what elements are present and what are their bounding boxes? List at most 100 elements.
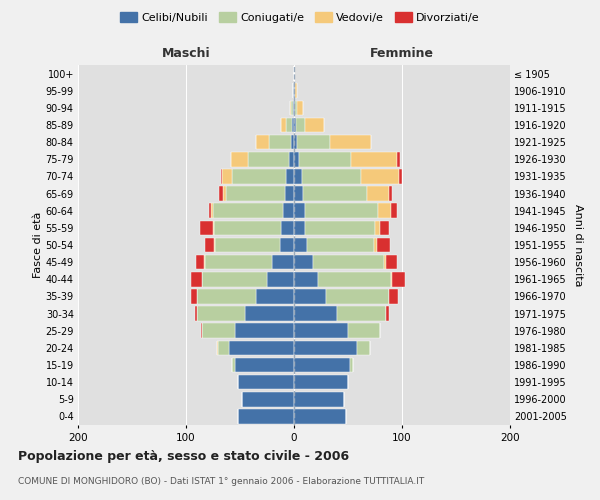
Bar (245, 306, 294, 321)
Bar (221, 169, 232, 184)
Bar (223, 186, 226, 201)
Bar (205, 255, 272, 270)
Bar (294, 375, 348, 390)
Bar (391, 272, 392, 286)
Bar (267, 272, 294, 286)
Bar (389, 289, 398, 304)
Bar (242, 392, 294, 406)
Bar (374, 238, 377, 252)
Bar (281, 220, 294, 235)
Bar (297, 100, 302, 115)
Bar (386, 255, 397, 270)
Bar (397, 152, 400, 166)
Bar (302, 169, 361, 184)
Bar (238, 375, 294, 390)
Bar (351, 152, 397, 166)
Y-axis label: Anni di nascita: Anni di nascita (572, 204, 583, 286)
Bar (380, 220, 389, 235)
Bar (367, 186, 389, 201)
Bar (194, 306, 197, 321)
Bar (399, 169, 402, 184)
Bar (217, 340, 218, 355)
Bar (283, 204, 294, 218)
Bar (213, 220, 214, 235)
Bar (295, 100, 297, 115)
Bar (294, 340, 356, 355)
Bar (235, 358, 294, 372)
Bar (294, 238, 307, 252)
Bar (256, 289, 294, 304)
Bar (238, 409, 294, 424)
Bar (281, 118, 286, 132)
Bar (329, 135, 371, 150)
Legend: Celibi/Nubili, Coniugati/e, Vedovi/e, Divorziati/e: Celibi/Nubili, Coniugati/e, Vedovi/e, Di… (116, 8, 484, 28)
Bar (391, 204, 397, 218)
Bar (361, 169, 399, 184)
Bar (286, 118, 292, 132)
Bar (286, 169, 294, 184)
Bar (294, 100, 295, 115)
Bar (294, 204, 305, 218)
Bar (389, 186, 392, 201)
Bar (294, 324, 348, 338)
Bar (202, 324, 235, 338)
Bar (383, 255, 386, 270)
Bar (297, 135, 329, 150)
Bar (232, 169, 286, 184)
Bar (235, 324, 294, 338)
Bar (305, 118, 324, 132)
Bar (356, 340, 370, 355)
Bar (213, 204, 283, 218)
Bar (375, 220, 380, 235)
Bar (256, 135, 269, 150)
Bar (191, 289, 197, 304)
Bar (286, 186, 294, 201)
Bar (272, 255, 294, 270)
Bar (197, 306, 245, 321)
Bar (226, 186, 286, 201)
Bar (294, 186, 302, 201)
Bar (337, 306, 386, 321)
Bar (197, 289, 256, 304)
Bar (211, 204, 213, 218)
Bar (214, 238, 215, 252)
Bar (294, 169, 302, 184)
Bar (289, 152, 294, 166)
Bar (294, 84, 295, 98)
Bar (348, 324, 380, 338)
Bar (202, 272, 267, 286)
Bar (294, 409, 346, 424)
Bar (294, 152, 299, 166)
Bar (293, 84, 294, 98)
Bar (291, 135, 294, 150)
Bar (191, 272, 202, 286)
Bar (294, 255, 313, 270)
Bar (378, 204, 391, 218)
Bar (294, 135, 297, 150)
Bar (209, 204, 211, 218)
Bar (293, 100, 294, 115)
Bar (386, 306, 389, 321)
Bar (305, 204, 378, 218)
Bar (292, 118, 294, 132)
Bar (313, 255, 383, 270)
Text: Popolazione per età, sesso e stato civile - 2006: Popolazione per età, sesso e stato civil… (18, 450, 349, 463)
Bar (280, 238, 294, 252)
Bar (220, 186, 223, 201)
Bar (318, 272, 391, 286)
Text: Maschi: Maschi (161, 47, 211, 60)
Bar (307, 238, 374, 252)
Bar (296, 118, 305, 132)
Bar (294, 392, 344, 406)
Bar (305, 220, 375, 235)
Bar (214, 220, 281, 235)
Bar (392, 272, 405, 286)
Bar (295, 84, 297, 98)
Bar (350, 358, 353, 372)
Bar (196, 255, 205, 270)
Bar (294, 306, 337, 321)
Bar (299, 152, 351, 166)
Bar (290, 100, 291, 115)
Bar (232, 152, 248, 166)
Bar (294, 118, 296, 132)
